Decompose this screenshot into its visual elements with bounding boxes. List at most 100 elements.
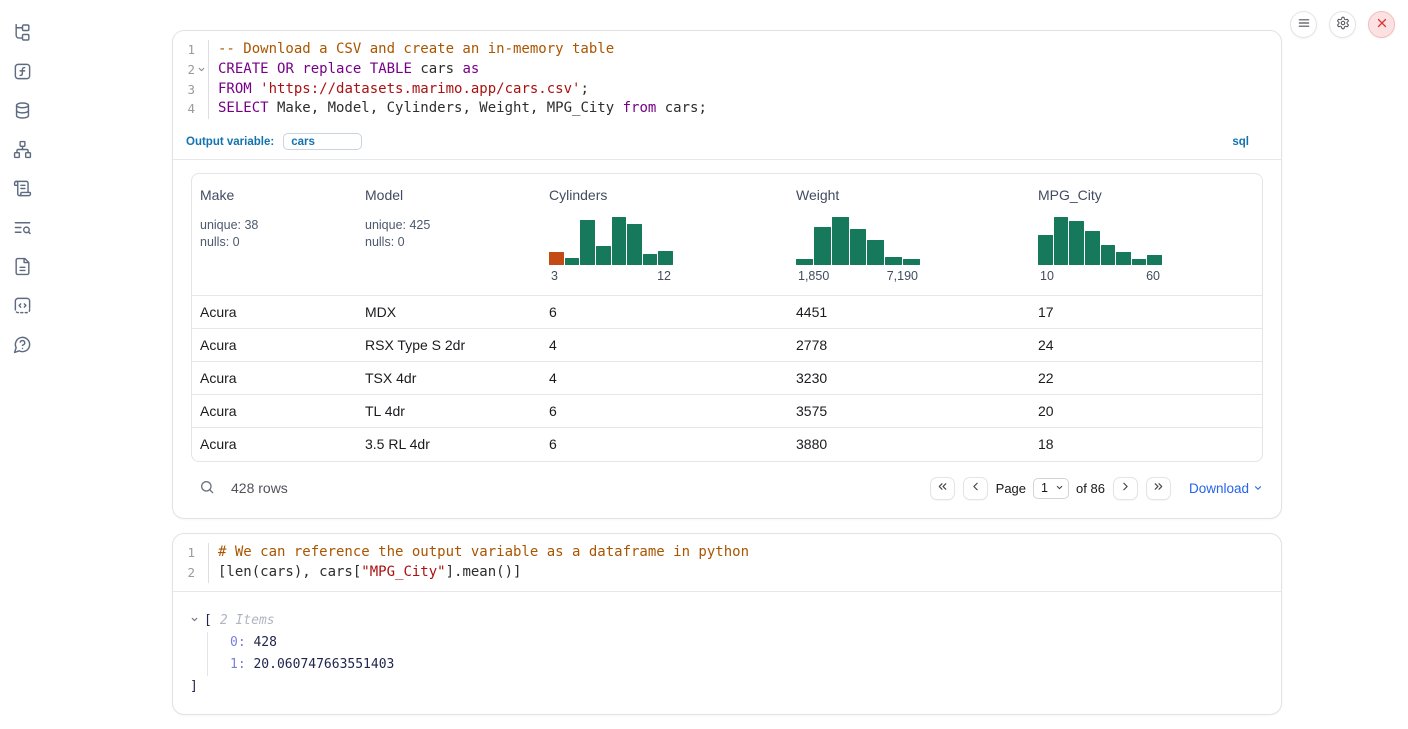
histogram-bar[interactable] xyxy=(643,254,658,266)
sidebar-item-snippets[interactable] xyxy=(11,296,33,318)
search-button[interactable] xyxy=(199,479,215,498)
histogram-bar[interactable] xyxy=(885,257,902,266)
output-variable-input[interactable] xyxy=(283,133,362,150)
sql-code-editor[interactable]: 1-- Download a CSV and create an in-memo… xyxy=(173,31,1281,127)
python-code-editor[interactable]: 1# We can reference the output variable … xyxy=(173,534,1281,591)
table-cell[interactable]: 3.5 RL 4dr xyxy=(357,428,541,461)
histogram-bar[interactable] xyxy=(832,217,849,265)
table-row[interactable]: Acura3.5 RL 4dr6388018 xyxy=(192,428,1262,461)
data-table-container: Makeunique: 38nulls: 0Modelunique: 425nu… xyxy=(191,173,1263,462)
first-page-button[interactable] xyxy=(930,477,955,500)
table-cell[interactable]: 3575 xyxy=(788,395,1030,428)
table-cell[interactable]: Acura xyxy=(192,395,357,428)
table-row[interactable]: AcuraTSX 4dr4323022 xyxy=(192,362,1262,395)
histogram-bar[interactable] xyxy=(1101,245,1116,265)
file-tree-icon xyxy=(13,23,32,45)
table-cell[interactable]: 6 xyxy=(541,428,788,461)
histogram-bar[interactable] xyxy=(1038,235,1053,265)
previous-page-button[interactable] xyxy=(963,477,988,500)
table-cell[interactable]: 4 xyxy=(541,329,788,362)
table-cell[interactable]: 18 xyxy=(1030,428,1262,461)
histogram-bar[interactable] xyxy=(1054,217,1069,265)
code-text: -- Download a CSV and create an in-memor… xyxy=(209,40,614,60)
column-header-mpg_city[interactable]: MPG_City1060 xyxy=(1030,174,1262,296)
sidebar-item-dependency-graph[interactable] xyxy=(11,140,33,162)
histogram-bar[interactable] xyxy=(867,240,884,265)
table-cell[interactable]: 3230 xyxy=(788,362,1030,395)
histogram-bar[interactable] xyxy=(1069,221,1084,266)
sidebar-item-help[interactable] xyxy=(11,335,33,357)
histogram-bar[interactable] xyxy=(1147,255,1162,265)
histogram-bar[interactable] xyxy=(1132,259,1147,265)
tree-entry: 0: 428 xyxy=(230,632,1264,654)
menu-icon xyxy=(1297,16,1311,33)
next-page-button[interactable] xyxy=(1113,477,1138,500)
download-button[interactable]: Download xyxy=(1189,481,1263,496)
chevrons-right-icon xyxy=(1152,480,1165,496)
shutdown-button[interactable] xyxy=(1368,11,1395,38)
histogram-bar[interactable] xyxy=(627,224,642,265)
column-histogram: 1,8507,190 xyxy=(796,217,920,285)
column-name: MPG_City xyxy=(1038,186,1254,204)
sidebar-item-database[interactable] xyxy=(11,101,33,123)
table-cell[interactable]: 20 xyxy=(1030,395,1262,428)
histogram-bar[interactable] xyxy=(814,227,831,265)
table-row[interactable]: AcuraRSX Type S 2dr4277824 xyxy=(192,329,1262,362)
table-cell[interactable]: 24 xyxy=(1030,329,1262,362)
table-cell[interactable]: MDX xyxy=(357,296,541,329)
table-cell[interactable]: 17 xyxy=(1030,296,1262,329)
histogram-bar[interactable] xyxy=(903,259,920,265)
table-row[interactable]: AcuraMDX6445117 xyxy=(192,296,1262,329)
table-cell[interactable]: 6 xyxy=(541,296,788,329)
histogram-bar[interactable] xyxy=(658,251,673,265)
table-cell[interactable]: RSX Type S 2dr xyxy=(357,329,541,362)
scratchpad-icon xyxy=(13,179,32,201)
tree-entry-value: 20.060747663551403 xyxy=(246,657,395,672)
column-header-weight[interactable]: Weight1,8507,190 xyxy=(788,174,1030,296)
table-cell[interactable]: Acura xyxy=(192,362,357,395)
items-count-label: 2 Items xyxy=(220,610,275,632)
sidebar-item-file-tree[interactable] xyxy=(11,23,33,45)
sidebar-item-function[interactable] xyxy=(11,62,33,84)
histogram-bar[interactable] xyxy=(565,258,580,265)
column-header-model[interactable]: Modelunique: 425nulls: 0 xyxy=(357,174,541,296)
line-number: 1 xyxy=(173,543,195,563)
table-cell[interactable]: 2778 xyxy=(788,329,1030,362)
histogram-bar[interactable] xyxy=(1116,252,1131,265)
fold-chevron-icon[interactable] xyxy=(195,65,208,74)
sidebar-item-scratchpad[interactable] xyxy=(11,179,33,201)
page-label: Page xyxy=(996,481,1026,496)
settings-button[interactable] xyxy=(1329,11,1356,38)
table-cell[interactable]: 4451 xyxy=(788,296,1030,329)
table-cell[interactable]: 4 xyxy=(541,362,788,395)
total-pages-label: of 86 xyxy=(1076,481,1105,496)
column-name: Make xyxy=(200,186,349,204)
table-cell[interactable]: Acura xyxy=(192,296,357,329)
close-bracket: ] xyxy=(190,676,1264,698)
histogram-bar[interactable] xyxy=(596,246,611,266)
tree-entry-value: 428 xyxy=(246,635,277,650)
table-cell[interactable]: 22 xyxy=(1030,362,1262,395)
menu-button[interactable] xyxy=(1290,11,1317,38)
histogram-bar[interactable] xyxy=(796,259,813,265)
sidebar-item-documentation[interactable] xyxy=(11,257,33,279)
database-icon xyxy=(13,101,32,123)
last-page-button[interactable] xyxy=(1146,477,1171,500)
histogram-bar[interactable] xyxy=(580,220,595,266)
page-select[interactable]: 1 xyxy=(1033,478,1069,499)
tree-collapse-button[interactable] xyxy=(190,613,203,628)
table-cell[interactable]: Acura xyxy=(192,329,357,362)
table-cell[interactable]: Acura xyxy=(192,428,357,461)
histogram-bar[interactable] xyxy=(612,217,627,265)
table-cell[interactable]: 3880 xyxy=(788,428,1030,461)
histogram-bar[interactable] xyxy=(850,229,867,265)
column-header-cylinders[interactable]: Cylinders312 xyxy=(541,174,788,296)
sidebar-item-logs[interactable] xyxy=(11,218,33,240)
table-row[interactable]: AcuraTL 4dr6357520 xyxy=(192,395,1262,428)
table-cell[interactable]: 6 xyxy=(541,395,788,428)
histogram-bar[interactable] xyxy=(549,252,564,265)
histogram-bar[interactable] xyxy=(1085,231,1100,265)
table-cell[interactable]: TSX 4dr xyxy=(357,362,541,395)
column-header-make[interactable]: Makeunique: 38nulls: 0 xyxy=(192,174,357,296)
table-cell[interactable]: TL 4dr xyxy=(357,395,541,428)
